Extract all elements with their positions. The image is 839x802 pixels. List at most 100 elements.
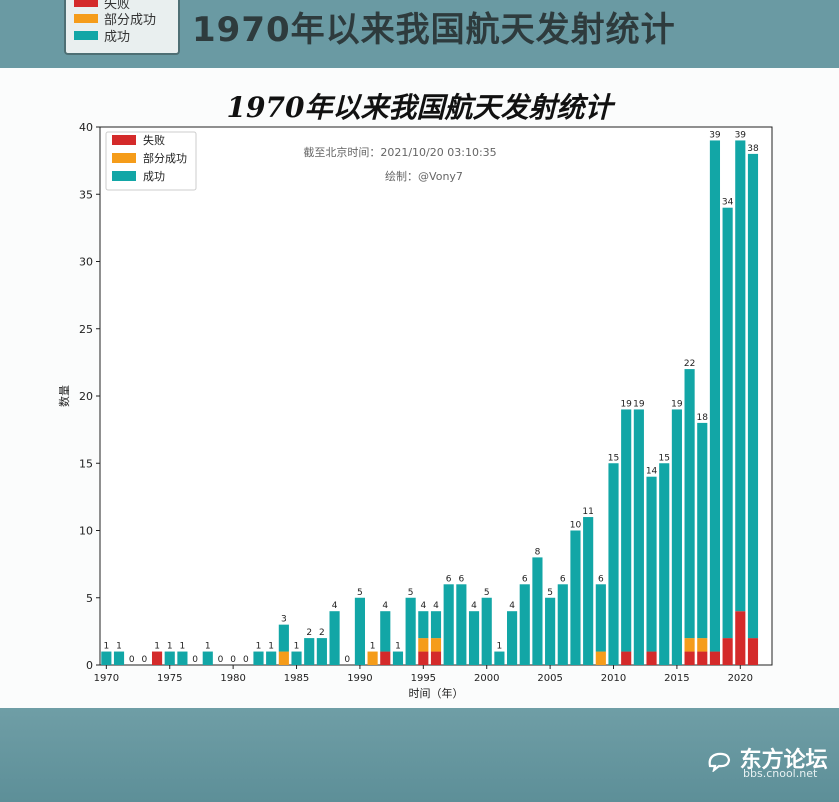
bar-total-label: 15 bbox=[658, 453, 669, 463]
bar-segment-success bbox=[113, 651, 125, 665]
y-tick-label: 5 bbox=[86, 592, 93, 605]
bar-total-label: 3 bbox=[281, 615, 287, 625]
bar-total-label: 1 bbox=[268, 642, 274, 652]
bar-segment-success bbox=[418, 611, 429, 639]
y-tick-label: 25 bbox=[79, 323, 93, 336]
bar-segment-success bbox=[684, 369, 695, 639]
x-tick-label: 2020 bbox=[728, 673, 753, 684]
bar-segment-success bbox=[202, 651, 213, 665]
bar-total-label: 2 bbox=[319, 628, 325, 638]
bar-total-label: 4 bbox=[509, 601, 515, 611]
bar-segment-success bbox=[266, 651, 277, 665]
x-tick-label: 2005 bbox=[537, 673, 562, 684]
bar-total-label: 4 bbox=[332, 601, 338, 611]
x-tick-label: 2015 bbox=[664, 673, 689, 684]
bar-total-label: 1 bbox=[180, 642, 186, 652]
bar-segment-success bbox=[329, 611, 340, 665]
bar-total-label: 15 bbox=[608, 453, 619, 463]
y-tick-label: 40 bbox=[79, 121, 93, 134]
x-tick-label: 1980 bbox=[220, 673, 245, 684]
bar-total-label: 14 bbox=[646, 467, 658, 477]
bar-total-label: 4 bbox=[420, 601, 426, 611]
bar-total-label: 5 bbox=[408, 588, 414, 598]
bar-total-label: 10 bbox=[570, 521, 582, 531]
bar-segment-partial bbox=[278, 651, 289, 665]
bar-total-label: 6 bbox=[458, 574, 464, 584]
chart-legend-swatch-icon bbox=[112, 135, 136, 145]
banner-legend: 失败 部分成功 成功 bbox=[64, 0, 180, 55]
bar-segment-failure bbox=[621, 651, 632, 665]
bar-segment-partial bbox=[684, 638, 695, 652]
bar-total-label: 1 bbox=[395, 642, 401, 652]
bar-segment-success bbox=[481, 597, 492, 665]
bar-total-label: 0 bbox=[129, 655, 135, 665]
bar-segment-success bbox=[659, 463, 670, 665]
chart-annotation-author: 绘制：@Vony7 bbox=[385, 169, 463, 183]
bar-total-label: 4 bbox=[471, 601, 477, 611]
x-axis-label: 时间（年） bbox=[409, 686, 464, 700]
chart-legend-label: 成功 bbox=[143, 170, 165, 183]
bar-segment-success bbox=[430, 611, 442, 639]
bar-total-label: 0 bbox=[192, 655, 198, 665]
bar-total-label: 39 bbox=[735, 130, 747, 140]
banner-legend-item-success: 成功 bbox=[74, 27, 130, 45]
bar-segment-success bbox=[570, 530, 581, 665]
y-tick-label: 35 bbox=[79, 188, 93, 201]
bar-segment-partial bbox=[697, 638, 708, 652]
bar-segment-success bbox=[380, 611, 391, 652]
bar-segment-failure bbox=[418, 651, 429, 665]
bar-total-label: 0 bbox=[230, 655, 236, 665]
bar-segment-success bbox=[316, 638, 327, 665]
forum-logo-icon bbox=[708, 752, 731, 772]
bar-total-label: 6 bbox=[446, 574, 452, 584]
x-tick-label: 1995 bbox=[411, 673, 436, 684]
failure-swatch-icon bbox=[74, 0, 98, 7]
watermark-url: bbs.cnool.net bbox=[743, 767, 818, 780]
bar-segment-success bbox=[633, 409, 644, 665]
bar-segment-success bbox=[583, 517, 594, 665]
bar-segment-success bbox=[253, 651, 264, 665]
bar-segment-success bbox=[621, 409, 632, 652]
y-axis-label: 数量 bbox=[58, 385, 71, 407]
bar-total-label: 0 bbox=[243, 655, 249, 665]
chart-legend-label: 部分成功 bbox=[143, 151, 187, 165]
bar-total-label: 39 bbox=[709, 130, 721, 140]
chart-legend-swatch-icon bbox=[112, 153, 136, 163]
bar-segment-success bbox=[392, 651, 404, 665]
bar-total-label: 6 bbox=[598, 574, 604, 584]
chart-legend-label: 失败 bbox=[143, 133, 165, 147]
bar-segment-failure bbox=[747, 638, 759, 665]
bar-segment-failure bbox=[684, 651, 695, 665]
bar-segment-partial bbox=[367, 651, 378, 665]
partial-swatch-icon bbox=[74, 13, 98, 23]
bar-segment-success bbox=[291, 651, 302, 665]
bar-total-label: 1 bbox=[205, 642, 211, 652]
bar-total-label: 19 bbox=[633, 399, 645, 409]
bar-total-label: 1 bbox=[167, 642, 173, 652]
bar-segment-success bbox=[709, 140, 721, 652]
bar-segment-success bbox=[519, 584, 530, 665]
bar-segment-success bbox=[557, 584, 568, 665]
bar-total-label: 0 bbox=[344, 655, 350, 665]
bar-segment-failure bbox=[722, 638, 733, 665]
bar-segment-failure bbox=[430, 651, 442, 665]
y-tick-label: 20 bbox=[79, 390, 93, 403]
bar-segment-partial bbox=[430, 638, 442, 652]
banner-legend-item-failure: 失败 bbox=[74, 0, 130, 12]
bar-segment-success bbox=[164, 651, 175, 665]
bar-total-label: 18 bbox=[697, 413, 709, 423]
banner-legend-item-partial: 部分成功 bbox=[74, 10, 156, 28]
bar-segment-success bbox=[494, 651, 505, 665]
bar-total-label: 19 bbox=[620, 399, 632, 409]
plot-frame bbox=[99, 126, 773, 666]
chart-legend-swatch-icon bbox=[112, 171, 136, 181]
bar-segment-success bbox=[304, 638, 315, 665]
bar-segment-failure bbox=[697, 651, 708, 665]
success-swatch-icon bbox=[74, 30, 98, 40]
bar-total-label: 1 bbox=[116, 642, 122, 652]
bar-total-label: 19 bbox=[671, 399, 683, 409]
bar-total-label: 4 bbox=[433, 601, 439, 611]
bar-segment-failure bbox=[646, 651, 657, 665]
bar-total-label: 1 bbox=[294, 642, 300, 652]
bar-total-label: 1 bbox=[497, 642, 503, 652]
